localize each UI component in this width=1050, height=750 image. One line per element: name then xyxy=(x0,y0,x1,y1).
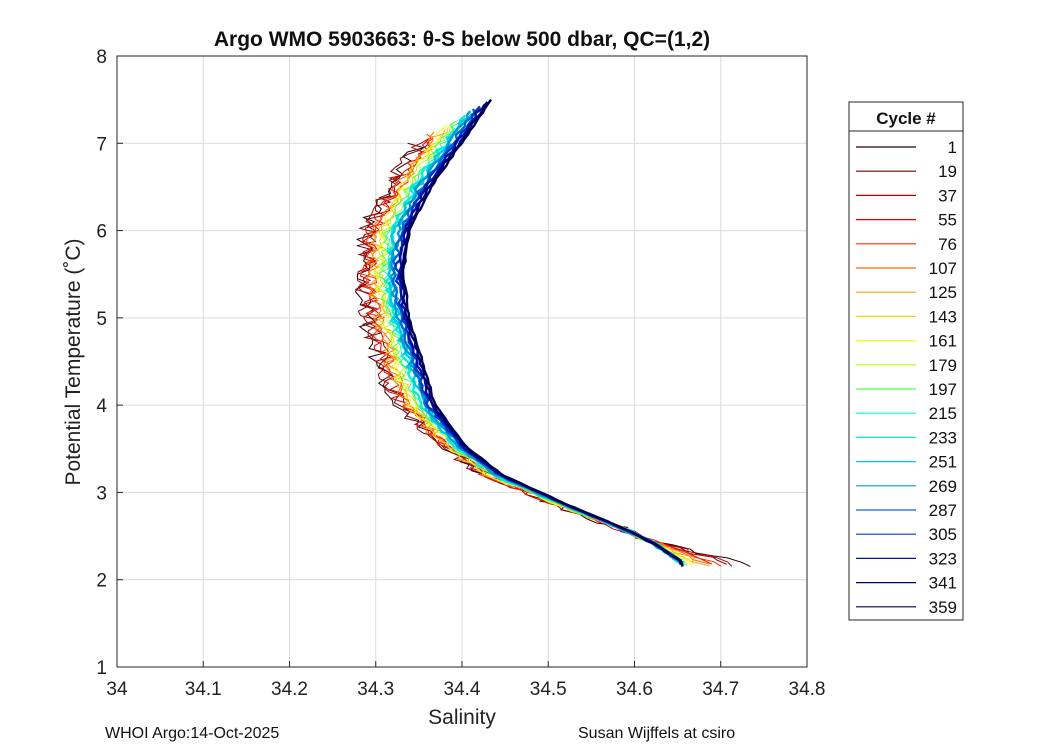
legend-label: 76 xyxy=(938,235,957,254)
x-tick-label: 34.8 xyxy=(789,679,826,700)
x-tick-label: 34.3 xyxy=(357,679,394,700)
profile-curves xyxy=(354,98,751,568)
legend-label: 359 xyxy=(929,598,957,617)
legend-label: 37 xyxy=(938,186,957,205)
y-tick-label: 5 xyxy=(96,309,107,330)
footer-credit-right: Susan Wijffels at csiro xyxy=(578,725,736,742)
legend-label: 19 xyxy=(938,162,957,181)
legend-label: 107 xyxy=(929,259,957,278)
legend-label: 323 xyxy=(929,549,957,568)
legend-label: 1 xyxy=(948,138,957,157)
y-tick-label: 3 xyxy=(96,483,107,504)
legend-label: 197 xyxy=(929,380,957,399)
legend-label: 179 xyxy=(929,356,957,375)
y-tick-label: 2 xyxy=(96,571,107,592)
y-axis-label: Potential Temperature (˚C) xyxy=(62,238,85,485)
x-tick-label: 34.2 xyxy=(271,679,308,700)
x-axis-label: Salinity xyxy=(428,706,496,729)
y-tick-label: 1 xyxy=(96,658,107,679)
legend-label: 161 xyxy=(929,332,957,351)
profile-curve xyxy=(401,98,684,567)
y-tick-label: 4 xyxy=(96,396,107,417)
x-tick-label: 34.5 xyxy=(530,679,567,700)
legend-label: 215 xyxy=(929,404,957,423)
legend-label: 287 xyxy=(929,501,957,520)
legend-label: 269 xyxy=(929,477,957,496)
legend-label: 233 xyxy=(929,428,957,447)
legend-label: 251 xyxy=(929,453,957,472)
x-tick-label: 34.4 xyxy=(444,679,481,700)
legend-items: 1 19 37 55 76 107 125 143 161 179 197 215 233 251 269 2… xyxy=(856,138,957,617)
y-tick-label: 8 xyxy=(96,47,107,68)
x-tick-label: 34.1 xyxy=(185,679,222,700)
footer-credit-left: WHOI Argo:14-Oct-2025 xyxy=(105,725,280,742)
legend-label: 305 xyxy=(929,525,957,544)
y-tick-label: 7 xyxy=(96,134,107,155)
x-tick-label: 34 xyxy=(106,679,128,700)
chart-title: Argo WMO 5903663: θ-S below 500 dbar, QC… xyxy=(214,28,710,51)
legend-label: 55 xyxy=(938,211,957,230)
x-axis-ticks: 34 34.1 34.2 34.3 34.4 34.5 34.6 34.7 34.8 xyxy=(106,661,825,700)
legend-label: 125 xyxy=(929,283,957,302)
x-tick-label: 34.6 xyxy=(616,679,653,700)
legend-title: Cycle # xyxy=(876,109,936,128)
x-tick-label: 34.7 xyxy=(702,679,739,700)
legend: Cycle # 1 19 37 55 76 107 125 143 161 179 197 215 23… xyxy=(848,101,964,621)
legend-label: 143 xyxy=(929,307,957,326)
legend-label: 341 xyxy=(929,574,957,593)
y-axis-ticks: 1 2 3 4 5 6 7 8 xyxy=(96,47,123,679)
y-tick-label: 6 xyxy=(96,222,107,243)
